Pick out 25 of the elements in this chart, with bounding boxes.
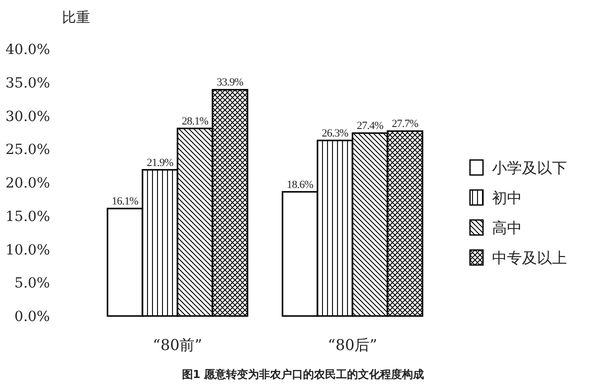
data-label: 18.6% [286, 178, 314, 191]
data-label: 33.9% [216, 76, 244, 89]
data-label: 27.7% [392, 118, 418, 130]
x-tick-label: “80后” [328, 336, 378, 354]
data-label: 21.9% [146, 156, 174, 169]
y-tick-label: 40.0% [6, 42, 50, 58]
data-label: 16.1% [112, 196, 138, 208]
x-tick-label: “80前” [152, 336, 202, 354]
y-axis-title: 比重 [62, 10, 90, 26]
legend-label: 高中 [492, 219, 522, 237]
y-tick-label: 0.0% [14, 309, 50, 325]
y-tick-label: 20.0% [6, 176, 50, 192]
legend-label: 小学及以下 [492, 159, 567, 177]
y-tick-label: 25.0% [6, 142, 50, 158]
legend-label: 中专及以上 [492, 249, 567, 267]
y-tick-label: 5.0% [14, 276, 50, 292]
data-label: 28.1% [182, 115, 208, 128]
y-tick-label: 10.0% [6, 242, 50, 258]
data-label: 27.4% [356, 120, 384, 132]
y-tick-label: 35.0% [6, 75, 50, 92]
y-tick-label: 15.0% [6, 208, 50, 225]
text: 图1 愿意转变为非农户口的农民工的文化程度构成 [182, 368, 424, 381]
y-tick-label: 30.0% [6, 108, 50, 125]
legend-label: 初中 [492, 189, 522, 207]
data-label: 26.3% [322, 127, 348, 140]
